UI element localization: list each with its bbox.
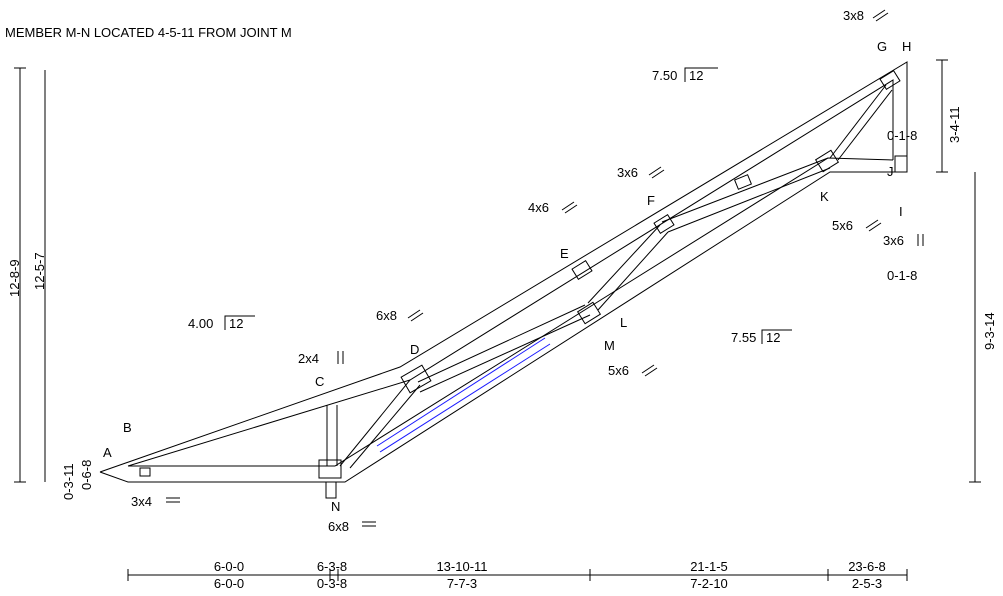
web xyxy=(349,384,421,469)
dimension-label: 6-3-8 xyxy=(317,559,347,574)
brace xyxy=(379,343,551,453)
plate-label: 2x4 xyxy=(298,351,319,366)
plate-label: 4x6 xyxy=(528,200,549,215)
slope-run: 12 xyxy=(766,330,780,345)
joint-label: H xyxy=(902,39,911,54)
plate xyxy=(318,459,342,479)
vertical-dimension: 0-3-11 xyxy=(61,463,76,500)
web xyxy=(417,304,586,383)
joint-label: E xyxy=(560,246,569,261)
dimension-label: 6-0-0 xyxy=(214,576,244,591)
joint-label: G xyxy=(877,39,887,54)
slope-rise: 7.50 xyxy=(652,68,677,83)
bottom-chord-inner xyxy=(128,157,894,467)
joint-label: C xyxy=(315,374,324,389)
vertical-dimension: 12-5-7 xyxy=(32,252,47,290)
offset-label: 0-1-8 xyxy=(887,128,917,143)
plate-label: 3x8 xyxy=(843,8,864,23)
web xyxy=(597,231,669,311)
web xyxy=(837,89,893,161)
top-chord-inner xyxy=(127,79,894,467)
joint-label: K xyxy=(820,189,829,204)
web xyxy=(419,314,591,393)
dimension-label: 7-7-3 xyxy=(447,576,477,591)
plate-symbols xyxy=(166,9,924,527)
plate xyxy=(733,174,753,190)
dimension-label: 13-10-11 xyxy=(436,559,487,574)
joint-label: B xyxy=(123,420,132,435)
plate-label: 6x8 xyxy=(328,519,349,534)
joint-label: I xyxy=(899,204,903,219)
joint-label: F xyxy=(647,193,655,208)
web xyxy=(667,167,831,233)
plate-label: 5x6 xyxy=(608,363,629,378)
vertical-dimension: 12-8-9 xyxy=(7,259,22,297)
web xyxy=(587,224,661,304)
dimension-label: 7-2-10 xyxy=(690,576,728,591)
plate xyxy=(894,155,908,173)
plate-label: 3x6 xyxy=(883,233,904,248)
vertical-dimension: 3-4-11 xyxy=(947,106,962,143)
dimension-label: 21-1-5 xyxy=(690,559,728,574)
plate-label: 3x6 xyxy=(617,165,638,180)
dimension-label: 23-6-8 xyxy=(848,559,886,574)
web xyxy=(661,157,829,223)
vertical-dimension: 9-3-14 xyxy=(982,312,997,350)
slope-run: 12 xyxy=(229,316,243,331)
joint-label: A xyxy=(103,445,112,460)
joint-label: D xyxy=(410,342,419,357)
web xyxy=(339,379,411,467)
plate-label: 6x8 xyxy=(376,308,397,323)
joint-label: M xyxy=(604,338,615,353)
web xyxy=(829,84,887,159)
plate xyxy=(814,149,840,173)
plate-label: 5x6 xyxy=(832,218,853,233)
truss-members xyxy=(99,61,908,499)
plate xyxy=(879,69,901,91)
bottom-chord xyxy=(99,171,907,483)
plate xyxy=(653,213,675,235)
top-chord xyxy=(99,61,908,473)
plate xyxy=(400,364,432,394)
plate-label: 3x4 xyxy=(131,494,152,509)
joint-label: L xyxy=(620,315,627,330)
joint-label: N xyxy=(331,499,340,514)
plate xyxy=(571,259,593,281)
slope-run: 12 xyxy=(689,68,703,83)
joint-label: J xyxy=(887,164,894,179)
vertical-dimension: 0-6-8 xyxy=(79,460,94,490)
dimension-label: 6-0-0 xyxy=(214,559,244,574)
offset-label: 0-1-8 xyxy=(887,268,917,283)
bearing xyxy=(325,481,337,499)
dimension-lines xyxy=(14,59,981,581)
plate xyxy=(139,467,151,477)
plate xyxy=(576,301,602,325)
slope-rise: 4.00 xyxy=(188,316,213,331)
brace xyxy=(376,337,546,447)
slope-rise: 7.55 xyxy=(731,330,756,345)
note: MEMBER M-N LOCATED 4-5-11 FROM JOINT M xyxy=(5,25,292,40)
dimension-label: 2-5-3 xyxy=(852,576,882,591)
dimension-label: 0-3-8 xyxy=(317,576,347,591)
